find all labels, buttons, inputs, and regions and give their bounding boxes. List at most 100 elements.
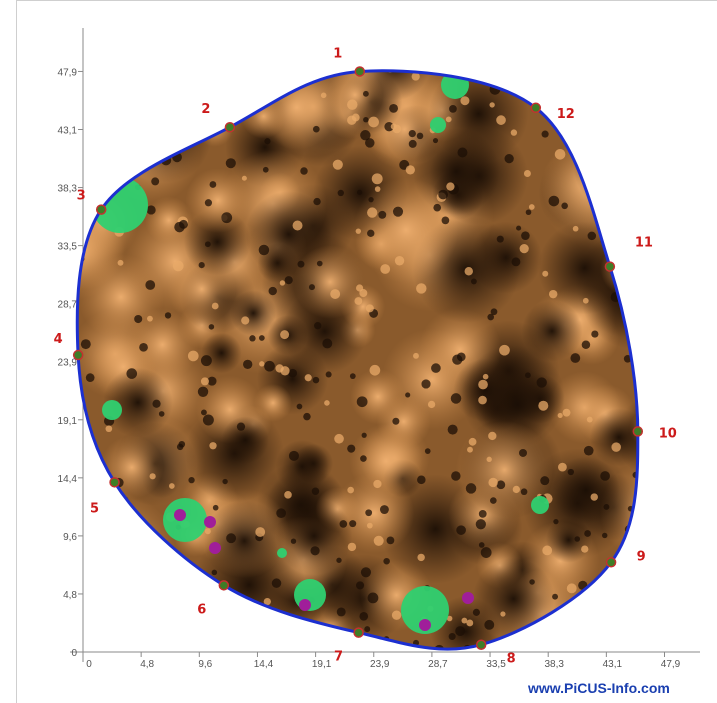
measurement-point-label: 8 [507,652,516,667]
tomogram-dot [177,629,185,637]
tomogram-dot [389,103,399,113]
tomogram-dot [82,597,93,608]
tomogram-dot [77,580,82,589]
tomogram-dot [520,488,528,496]
tomogram-dot [236,422,246,431]
tomogram-dot [572,225,579,232]
tomogram-dot [360,567,372,578]
tomogram-dot [85,373,95,382]
tomogram-dot [241,175,247,181]
tomogram-dot [616,241,625,249]
tomogram-dot [258,335,265,341]
tomogram-dot [173,54,178,59]
tomogram-dot [464,267,473,276]
tomogram-blob [589,408,638,467]
tomogram-dot [221,212,233,224]
tomogram-blob [144,196,193,245]
tomogram-dot [339,520,348,528]
tomogram-dot [212,504,219,511]
tomogram-dot [623,354,632,363]
tomogram-dot [316,260,323,267]
measurement-point [530,102,542,114]
tomogram-dot [111,571,121,581]
tomogram-dot [446,615,453,622]
tomogram-dot [488,431,497,441]
tomogram-blob [185,168,251,233]
tomogram-dot [347,486,354,494]
tomogram-blob [293,245,367,319]
tomogram-dot [138,603,149,614]
tomogram-dot [296,403,303,410]
measurement-point [605,557,617,568]
tomogram-dot [470,278,477,285]
tomogram-dot [416,283,427,294]
tomogram-dot [355,228,362,234]
tomogram-dot [211,569,218,576]
tomogram-dot [459,53,467,61]
tomogram-dot [284,276,293,285]
tomogram-dot [322,635,334,647]
y-tick-label: 4,8 [63,590,77,601]
tomogram-dot [647,442,656,451]
tomogram-dot [130,597,139,605]
tomogram-dot [336,607,346,617]
tomogram-dot [255,527,266,537]
tomogram-dot [147,315,153,322]
tomogram-dot [262,166,269,173]
tomogram-dot [176,610,186,620]
tomogram-blob [593,156,638,271]
tomogram-dot [552,593,559,600]
tomogram-dot [455,626,466,636]
tomogram-dot [519,448,528,457]
tomogram-dot [167,583,174,590]
tomogram-dot [172,260,184,272]
tomogram-dot [472,608,480,616]
decay-magenta-spot [299,599,311,611]
measurement-point-label: 1 [333,46,342,61]
tomogram-dot [516,225,522,231]
tomogram-blob [77,86,125,180]
tomogram-dot [100,172,107,179]
tomogram-dot [332,159,343,170]
tomogram-dot [373,535,384,546]
tomogram-dot [614,90,620,96]
tomogram-blob [605,70,638,88]
watermark-text: www.PiCUS-Info.com [527,680,670,696]
tomogram-dot [115,533,123,541]
tomogram-dot [159,60,169,70]
tomogram-blob [626,297,638,348]
tomogram-dot [357,189,363,195]
tomogram-dot [88,165,99,176]
tomogram-dot [447,424,458,435]
decay-magenta-spot [419,619,431,631]
tomogram-dot [243,359,253,370]
tomogram-dot [361,432,367,438]
tomogram-dot [488,477,498,488]
tomogram-dot [652,68,662,78]
tomogram-dot [373,479,382,489]
tomogram-dot [312,125,320,133]
tomogram-blob [113,95,173,156]
tomogram-dot [149,473,156,480]
tomogram-dot [478,379,488,390]
x-tick-label: 9,6 [198,659,212,670]
tomogram-blob [77,493,176,608]
tomogram-dot [374,186,381,192]
tomogram-dot [588,78,598,88]
tomogram-dot [145,280,156,290]
tomogram-dot [499,344,510,356]
tomogram-dot [208,324,215,330]
tomogram-dot [424,448,431,454]
x-tick-label: 43,1 [603,659,623,670]
tomogram-dot [457,147,468,158]
tomogram-dot [465,483,477,494]
measurement-point [218,580,230,591]
tomogram-dot [179,219,188,229]
tomogram-dot [366,522,373,529]
tomogram-dot [386,536,395,545]
tomogram-dot [445,116,452,123]
tomogram-dot [449,105,457,113]
x-tick-label: 47,9 [661,659,681,670]
tomogram-dot [642,157,652,167]
